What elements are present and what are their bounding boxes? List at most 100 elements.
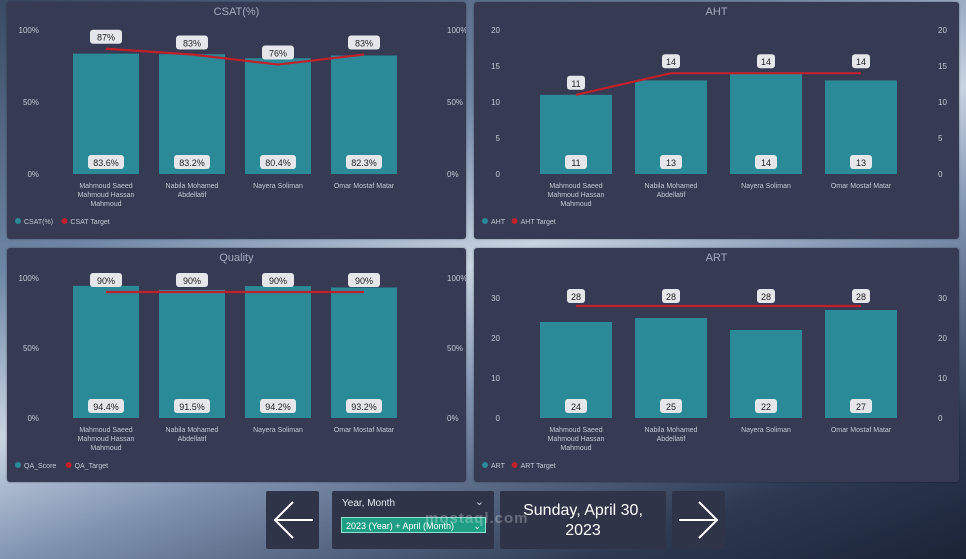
target-value-label: 28: [666, 292, 676, 302]
target-value-label: 83%: [355, 38, 373, 48]
target-value-label-box: [852, 289, 870, 303]
bar: [159, 289, 225, 418]
art-chart-title: ART: [705, 252, 728, 264]
bar: [73, 285, 139, 418]
target-value-label-box: [176, 35, 208, 50]
bar-value-label-box: [755, 399, 777, 413]
category-label: Mahmoud: [560, 445, 591, 452]
category-label: Abdellatif: [178, 192, 207, 199]
category-label: Mahmoud Hassan: [548, 436, 605, 443]
category-label: Nayera Soliman: [741, 427, 791, 434]
bar-value-label-box: [260, 399, 296, 413]
year-month-slicer[interactable]: Year, Month ⌄ 2023 (Year) + April (Month…: [332, 491, 494, 549]
target-value-label: 14: [666, 57, 676, 67]
target-value-label-box: [90, 29, 122, 44]
target-value-label: 83%: [183, 38, 201, 48]
date-line-1: Sunday, April 30,: [523, 502, 643, 519]
aht-chart: 20 15 10 5 0 20 15 10 5 0 11 13 14 13 11 14 14 14 Mahmoud …: [482, 26, 947, 226]
aht-chart-panel: AHT 20 15 10 5 0 20 15 10 5 0 11 13 14 13 11 14 14 14 Mahm…: [474, 2, 959, 239]
legend-marker: [15, 218, 21, 224]
target-value-label: 90%: [269, 276, 287, 286]
category-label: Mahmoud Hassan: [78, 192, 135, 199]
y-axis-left-tick: 10: [491, 374, 500, 383]
dropdown-chevron-icon: ⌄: [473, 521, 481, 531]
aht-chart-title: AHT: [705, 6, 728, 18]
bar-value-label: 82.3%: [351, 158, 377, 168]
category-label: Abdellatif: [657, 436, 686, 443]
bar-value-label-box: [260, 155, 296, 169]
y-axis-left-tick: 100%: [19, 274, 39, 283]
target-value-label: 87%: [97, 33, 115, 43]
bar: [159, 54, 225, 174]
y-axis-left-tick: 15: [491, 62, 500, 71]
bar-value-label: 22: [761, 402, 771, 412]
y-axis-right-tick: 100%: [447, 274, 466, 283]
slicer-selected-value[interactable]: 2023 (Year) + April (Month) ⌄: [341, 517, 486, 533]
csat-chart-title: CSAT(%): [213, 6, 260, 18]
bar: [331, 287, 397, 418]
target-line: [105, 47, 365, 66]
y-axis-left-tick: 20: [491, 26, 500, 35]
y-axis-right-tick: 100%: [447, 26, 466, 35]
quality-chart-panel: Quality 100% 50% 0% 100% 50% 0% 94.4% 91.5% 94.2…: [7, 248, 466, 482]
target-value-label: 14: [856, 57, 866, 67]
category-label: Omar Mostaf Matar: [334, 427, 395, 434]
next-button[interactable]: [672, 491, 725, 549]
legend-label: AHT Target: [521, 219, 556, 226]
previous-button[interactable]: [266, 491, 319, 549]
bar-value-label-box: [755, 155, 777, 169]
target-value-label-box: [757, 289, 775, 303]
bar-value-label: 11: [571, 158, 580, 168]
bar-value-label-box: [174, 155, 210, 169]
category-label: Nabila Mohamed: [166, 183, 219, 190]
target-value-label-box: [90, 273, 122, 287]
bar-value-label-box: [174, 399, 210, 413]
category-label: Abdellatif: [178, 436, 207, 443]
chevron-down-icon[interactable]: ⌄: [474, 496, 484, 508]
target-value-label: 90%: [183, 276, 201, 286]
category-label: Abdellatif: [657, 192, 686, 199]
bar-value-label: 13: [666, 158, 676, 168]
category-label: Mahmoud Hassan: [78, 436, 135, 443]
y-axis-right-tick: 10: [938, 374, 947, 383]
bar-value-label-box: [565, 155, 587, 169]
legend-label: ART: [491, 463, 506, 470]
target-value-label: 28: [856, 292, 866, 302]
target-value-label: 90%: [97, 276, 115, 286]
y-axis-right-tick: 10: [938, 98, 947, 107]
date-card: Sunday, April 30, 2023: [500, 491, 666, 549]
y-axis-right-tick: 50%: [447, 98, 463, 107]
bar-value-label: 94.2%: [265, 402, 291, 412]
legend-marker: [15, 462, 21, 468]
art-chart: 30 20 10 0 30 20 10 0 24 25 22 27 28 28 28 28 Mahmoud Sa…: [482, 289, 947, 470]
y-axis-left-tick: 5: [496, 134, 501, 143]
target-value-label-box: [348, 273, 380, 287]
category-label: Mahmoud Hassan: [548, 192, 605, 199]
bar-value-label: 83.2%: [179, 158, 205, 168]
y-axis-right-tick: 30: [938, 294, 947, 303]
category-label: Mahmoud: [560, 201, 591, 208]
y-axis-left-tick: 50%: [23, 344, 39, 353]
category-label: Mahmoud Saeed: [549, 183, 602, 190]
bar-value-label: 25: [666, 402, 676, 412]
y-axis-left-tick: 30: [491, 294, 500, 303]
target-value-label: 90%: [355, 276, 373, 286]
y-axis-right-tick: 20: [938, 334, 947, 343]
bar-value-label: 24: [571, 402, 581, 412]
y-axis-right-tick: 5: [938, 134, 943, 143]
bar: [331, 55, 397, 174]
quality-chart-title: Quality: [219, 252, 254, 264]
bar-value-label: 94.4%: [93, 402, 119, 412]
y-axis-left-tick: 0: [496, 170, 501, 179]
bar-value-label-box: [565, 399, 587, 413]
target-value-label-box: [176, 273, 208, 287]
y-axis-left-tick: 0: [496, 414, 501, 423]
bar-value-label: 91.5%: [179, 402, 205, 412]
arrow-right-icon: [678, 501, 718, 539]
y-axis-right-tick: 0: [938, 414, 943, 423]
slicer-selected-label: 2023 (Year) + April (Month): [346, 521, 454, 531]
y-axis-left-tick: 0%: [27, 170, 39, 179]
target-line: [575, 72, 861, 96]
legend-marker: [61, 218, 68, 224]
target-value-label-box: [662, 54, 680, 69]
